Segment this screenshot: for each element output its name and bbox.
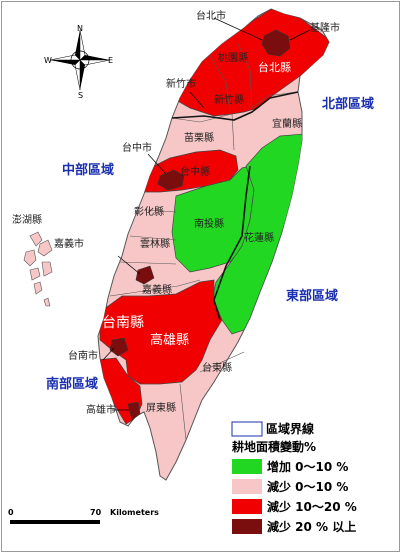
label-kaohsiung-county: 高雄縣: [150, 333, 190, 348]
label-pingtung: 屏東縣: [146, 403, 176, 414]
label-nantou: 南投縣: [194, 219, 224, 230]
scale-bar-line: [10, 520, 100, 524]
scale-zero: 0: [8, 508, 14, 517]
label-hualien: 花蓮縣: [244, 233, 274, 244]
taipei-city-dark: [261, 29, 291, 57]
label-yunlin: 雲林縣: [140, 239, 170, 250]
legend-item-label: 增加 0～10 %: [267, 459, 349, 474]
scale-distance: 70: [90, 508, 102, 517]
label-taitung: 台東縣: [202, 363, 232, 374]
label-yilan: 宜蘭縣: [272, 119, 302, 130]
label-east-region: 東部區域: [286, 289, 339, 304]
compass-w: W: [44, 56, 52, 65]
legend-swatch: [232, 478, 262, 494]
legend-item-decrease-low: 減少 0～10 %: [232, 478, 348, 494]
label-tainan-city: 台南市: [68, 351, 98, 362]
label-north-region: 北部區域: [322, 97, 375, 112]
label-chiayi-city: 嘉義市: [54, 239, 84, 250]
label-keelung: 基隆市: [310, 23, 340, 34]
label-tainan-county: 台南縣: [102, 315, 144, 331]
label-taoyuan: 桃園縣: [218, 53, 248, 64]
label-taipei-county: 台北縣: [258, 61, 291, 74]
label-taipei-city: 台北市: [196, 11, 226, 22]
label-changhua: 彰化縣: [134, 207, 164, 218]
legend-item-label: 減少 10～20 %: [267, 499, 357, 514]
south-red-area: [99, 279, 223, 385]
legend-item-label: 減少 20 % 以上: [267, 519, 357, 534]
north-red-area: [175, 9, 329, 117]
label-kaohsiung-city: 高雄市: [86, 405, 116, 416]
kaohsiung-city-dark: [127, 401, 141, 421]
label-penghu: 澎湖縣: [12, 215, 42, 226]
legend-item-decrease-mid: 減少 10～20 %: [232, 498, 357, 514]
penghu-islands: [23, 231, 53, 307]
compass-rose: [49, 29, 111, 91]
tainan-city-dark: [109, 337, 129, 357]
label-south-region: 南部區域: [46, 377, 99, 392]
label-taichung-county: 台中縣: [180, 167, 210, 178]
legend-item-label: 減少 0～10 %: [267, 479, 349, 494]
compass-s: S: [78, 91, 84, 100]
taichung-city-dark: [157, 169, 185, 191]
compass-e: E: [108, 56, 114, 65]
compass-n: N: [77, 24, 83, 33]
legend-swatch: [232, 458, 262, 474]
legend-title: 耕地面積變動%: [232, 440, 317, 454]
scale-unit: Kilometers: [110, 508, 159, 517]
label-chiayi-county: 嘉義縣: [142, 285, 172, 296]
legend-swatch: [232, 518, 262, 534]
legend-boundary-label: 區域界線: [266, 422, 315, 436]
label-hsinchu-city: 新竹市: [166, 79, 196, 90]
legend-boundary-swatch: [231, 421, 263, 437]
legend-item-decrease-high: 減少 20 % 以上: [232, 518, 356, 534]
legend-item-increase: 增加 0～10 %: [232, 458, 348, 474]
label-central-region: 中部區域: [62, 163, 115, 178]
label-miaoli: 苗栗縣: [184, 133, 214, 144]
legend-swatch: [232, 498, 262, 514]
label-hsinchu-county: 新竹縣: [214, 95, 244, 106]
chiayi-city-dark: [135, 265, 155, 285]
label-taichung-city: 台中市: [122, 143, 152, 154]
